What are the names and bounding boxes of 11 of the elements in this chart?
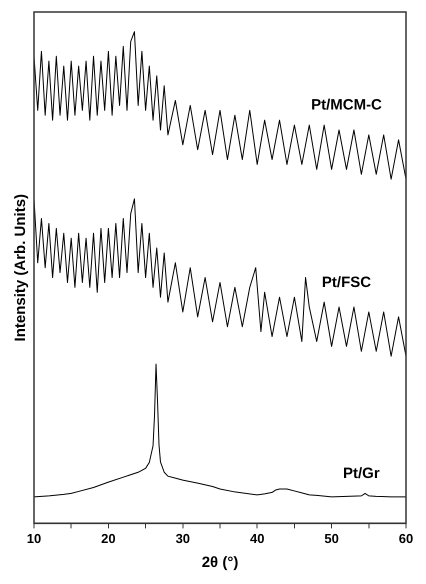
y-axis-title: Intensity (Arb. Units) xyxy=(12,194,30,342)
x-tick-label: 20 xyxy=(101,530,116,546)
x-tick-label: 10 xyxy=(26,530,42,546)
x-tick-label: 40 xyxy=(250,530,264,546)
x-tick-label: 30 xyxy=(176,530,190,546)
series-label: Pt/Gr xyxy=(343,465,380,482)
series-label: Pt/MCM-C xyxy=(311,96,382,114)
x-axis-title: 2θ (°) xyxy=(202,554,238,572)
x-tick-label: 50 xyxy=(324,530,339,546)
series-label: Pt/FSC xyxy=(322,274,372,291)
x-tick-label: 60 xyxy=(398,530,414,546)
